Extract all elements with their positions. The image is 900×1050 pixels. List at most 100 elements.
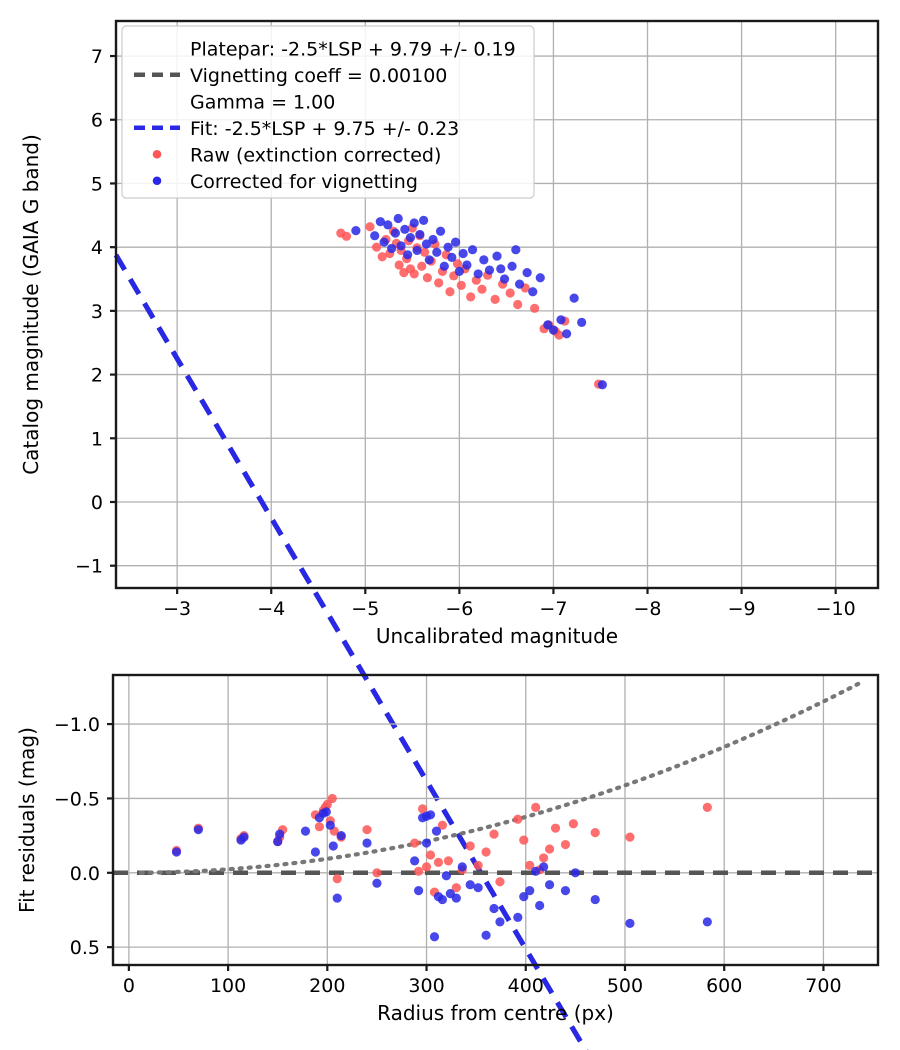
data-point — [275, 829, 285, 839]
data-point — [327, 793, 337, 804]
data-point — [424, 255, 434, 265]
y-tick-label: 0.5 — [70, 937, 100, 959]
data-point — [419, 247, 430, 257]
data-point — [590, 828, 600, 838]
data-point — [310, 847, 321, 857]
data-point — [481, 930, 491, 940]
data-point — [396, 241, 406, 251]
data-point — [490, 294, 500, 305]
data-point — [351, 225, 361, 236]
data-point — [477, 284, 487, 294]
data-point — [489, 903, 499, 914]
x-tick-label: −3 — [163, 598, 191, 620]
data-point — [481, 847, 491, 857]
data-point — [434, 278, 444, 288]
y-tick-label: 3 — [91, 301, 103, 323]
y-tick-label: 2 — [91, 365, 103, 387]
photometric-calibration-plot: −3 −4 −5 −6 −7 −8 −9 −10−101234567Uncalibrated … — [19, 19, 880, 1050]
legend-dot-swatch — [152, 149, 162, 159]
data-point — [443, 856, 453, 866]
data-point — [456, 280, 466, 290]
data-point — [505, 288, 515, 298]
data-point — [597, 380, 607, 390]
legend-dot-swatch — [152, 176, 162, 186]
data-point — [525, 860, 535, 870]
data-point — [535, 273, 545, 283]
x-tick-label: 200 — [309, 975, 345, 997]
data-point — [365, 222, 375, 232]
data-point — [458, 248, 468, 259]
x-tick-label: 600 — [706, 975, 742, 997]
data-point — [513, 299, 523, 310]
y-tick-label: 1 — [91, 428, 103, 450]
data-point — [522, 268, 532, 278]
legend-entry-label: Platepar: -2.5*LSP + 9.79 +/- 0.19 — [190, 38, 516, 60]
y-tick-label: 0.0 — [70, 863, 100, 885]
data-point — [535, 900, 545, 911]
data-point — [403, 250, 413, 260]
data-point — [495, 877, 505, 887]
vignetting-curve — [138, 681, 861, 875]
data-point — [454, 266, 464, 276]
legend-entry-label: Raw (extinction corrected) — [190, 144, 441, 166]
data-point — [435, 226, 446, 236]
data-point — [400, 224, 410, 234]
data-point — [507, 261, 517, 271]
data-point — [336, 831, 346, 841]
data-point — [625, 918, 635, 928]
data-point — [513, 912, 523, 923]
data-point — [466, 292, 476, 302]
x-tick-label: −8 — [634, 598, 662, 620]
data-point — [421, 862, 432, 872]
data-point — [419, 215, 429, 226]
data-point — [171, 847, 182, 857]
data-point — [412, 245, 422, 255]
data-point — [462, 260, 472, 270]
data-point — [328, 841, 338, 851]
data-point — [341, 231, 352, 241]
x-tick-label: −4 — [257, 598, 285, 620]
data-point — [321, 807, 331, 817]
data-point — [539, 862, 549, 872]
data-point — [428, 234, 438, 245]
data-point — [362, 825, 372, 835]
x-tick-label: −6 — [445, 598, 473, 620]
data-point — [544, 880, 555, 890]
data-point — [383, 220, 393, 230]
data-point — [429, 932, 440, 942]
data-point — [570, 868, 580, 878]
data-point — [273, 836, 283, 847]
data-point — [473, 860, 483, 870]
data-point — [457, 862, 467, 872]
data-point — [531, 802, 541, 812]
data-point — [569, 293, 579, 303]
data-point — [562, 329, 572, 339]
data-point — [410, 856, 420, 866]
data-point — [519, 891, 529, 902]
data-point — [528, 287, 538, 297]
data-point — [496, 264, 506, 274]
y-axis-label: Catalog magnitude (GAIA G band) — [19, 134, 43, 475]
data-point — [439, 261, 449, 271]
y-tick-label: 6 — [91, 110, 103, 132]
x-tick-label: 300 — [408, 975, 444, 997]
data-point — [421, 239, 432, 249]
data-point — [548, 325, 559, 335]
data-point — [443, 242, 453, 252]
data-point — [409, 218, 419, 228]
data-point — [414, 866, 424, 876]
data-point — [568, 819, 578, 829]
data-point — [447, 252, 457, 262]
data-point — [437, 820, 448, 830]
data-point — [362, 838, 372, 848]
y-tick-label: −1.0 — [54, 714, 100, 736]
fit-residuals-plot: 0 100 200 300 400 500 600 700 0.5 0.0 −0.5 −1.0 Radi… — [15, 673, 880, 1025]
y-tick-label: 0 — [91, 492, 103, 514]
data-point — [314, 822, 324, 832]
data-point — [417, 804, 428, 814]
data-point — [379, 237, 389, 247]
legend-entry-label: Fit: -2.5*LSP + 9.75 +/- 0.23 — [190, 118, 459, 140]
data-point — [300, 826, 311, 836]
data-point — [702, 802, 712, 812]
data-point — [431, 826, 442, 836]
